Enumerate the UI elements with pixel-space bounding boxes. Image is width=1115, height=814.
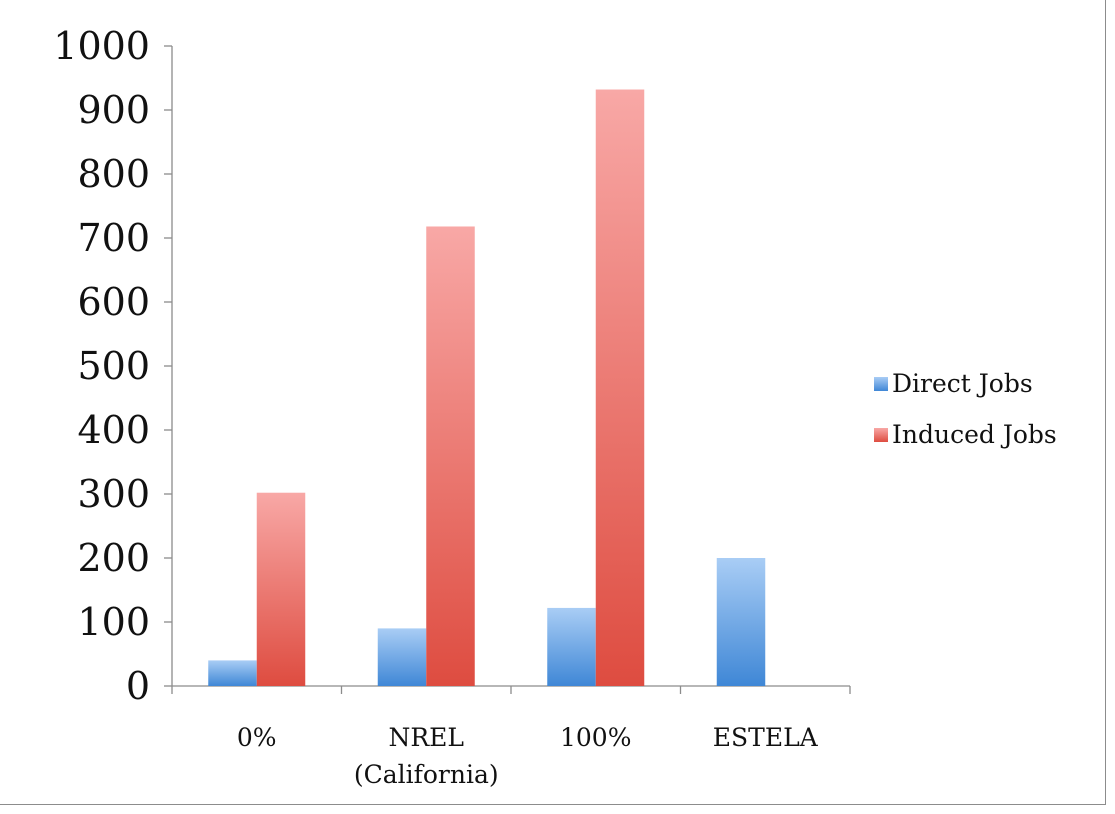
- y-tick-label: 900: [77, 88, 150, 132]
- y-tick-label: 300: [77, 472, 150, 516]
- bars: [208, 89, 766, 687]
- y-tick-label: 400: [77, 408, 150, 452]
- y-axis: 0 100 200 300 400 500 600 700 800 900 1000: [53, 24, 173, 708]
- y-tick-label: 800: [77, 152, 150, 196]
- y-tick-label: 0: [126, 664, 150, 708]
- legend-swatch: [874, 377, 888, 391]
- x-category-label: NREL: [388, 723, 464, 752]
- x-category-label: 100%: [560, 723, 631, 752]
- x-category-label: 0%: [237, 723, 277, 752]
- y-tick-label: 600: [77, 280, 150, 324]
- legend-swatch: [874, 428, 888, 442]
- bar-induced-jobs: [426, 226, 475, 687]
- bar-direct-jobs: [377, 628, 427, 686]
- bar-induced-jobs: [256, 492, 306, 686]
- bar-direct-jobs: [547, 607, 596, 686]
- legend-label: Induced Jobs: [892, 420, 1057, 449]
- bar-direct-jobs: [716, 558, 766, 686]
- y-tick-label: 500: [77, 344, 150, 388]
- y-tick-label: 200: [77, 536, 150, 580]
- legend-label: Direct Jobs: [892, 369, 1033, 398]
- x-axis: 0% NREL (California) 100% ESTELA: [171, 685, 851, 789]
- x-category-label: ESTELA: [713, 723, 819, 752]
- bar-direct-jobs: [208, 660, 257, 686]
- y-tick-label: 700: [77, 216, 150, 260]
- x-category-label: (California): [354, 760, 499, 789]
- legend: Direct Jobs Induced Jobs: [874, 369, 1057, 449]
- bar-induced-jobs: [595, 89, 645, 686]
- y-tick-label: 1000: [53, 24, 150, 68]
- y-tick-label: 100: [77, 600, 150, 644]
